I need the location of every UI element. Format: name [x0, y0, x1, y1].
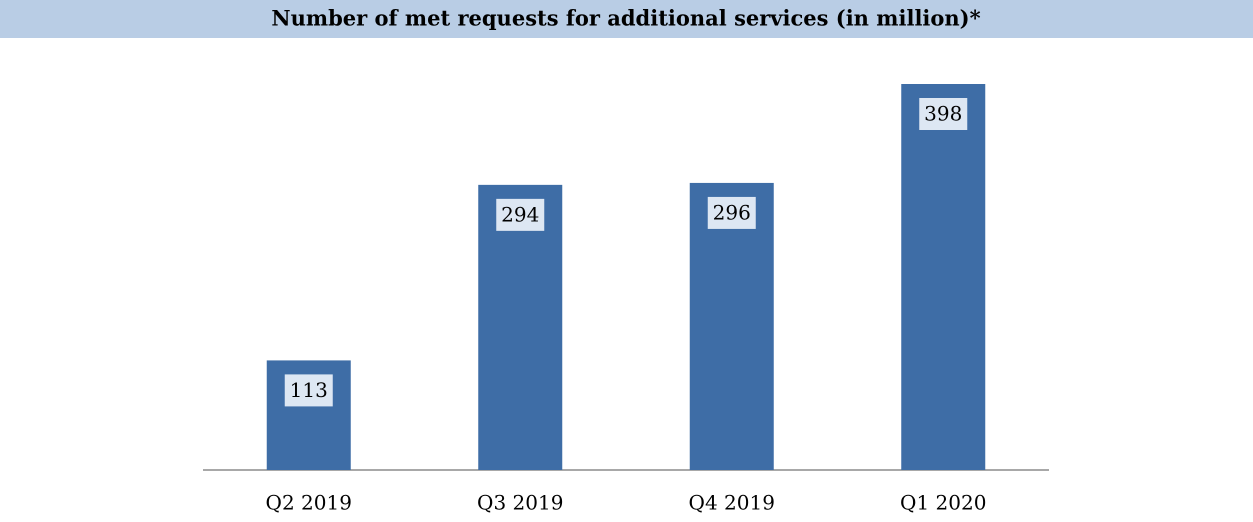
data-label: 294	[501, 202, 539, 226]
title-band	[0, 0, 1253, 38]
data-label-box	[496, 198, 545, 231]
bar	[901, 84, 986, 470]
bar	[478, 184, 563, 470]
data-label-box	[707, 196, 756, 229]
bar	[689, 182, 774, 470]
data-label: 296	[713, 200, 751, 224]
x-tick-label: Q4 2019	[689, 491, 775, 515]
chart-title: Number of met requests for additional se…	[271, 6, 980, 31]
data-label-box	[919, 98, 968, 130]
x-tick-label: Q3 2019	[477, 491, 563, 515]
x-tick-label: Q1 2020	[900, 491, 986, 515]
x-tick-label: Q2 2019	[266, 491, 352, 515]
data-label-box	[284, 374, 333, 407]
data-label: 398	[924, 102, 962, 126]
data-label: 113	[290, 378, 328, 402]
